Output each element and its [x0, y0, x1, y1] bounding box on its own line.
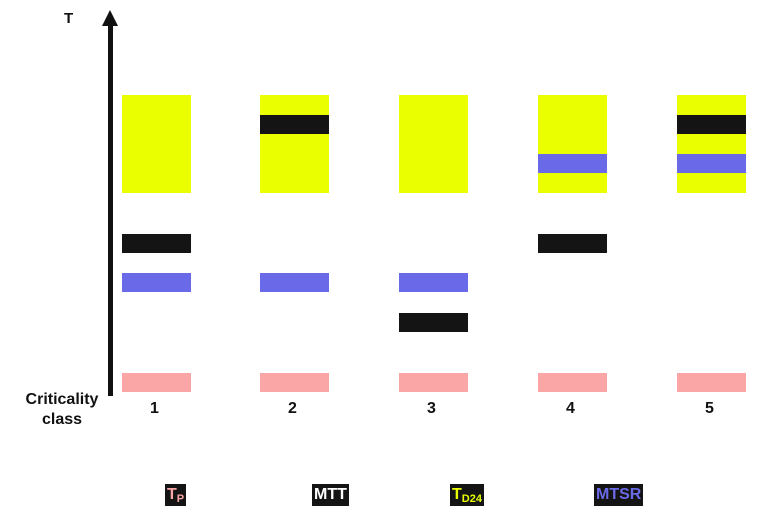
bar-mtt-class-5	[677, 115, 746, 134]
legend-label: MTSR	[596, 486, 642, 503]
bar-mtsr-class-3	[399, 273, 468, 292]
legend-item: TP	[165, 484, 187, 506]
bar-mtt-class-2	[260, 115, 329, 134]
legend-subscript: P	[176, 493, 185, 505]
y-axis-label: T	[64, 10, 74, 27]
bar-td24-class-4	[538, 95, 607, 193]
class-label-4: 4	[566, 400, 575, 417]
bar-mtsr-class-4	[538, 154, 607, 173]
legend-item: TD24	[450, 484, 484, 506]
bar-tp-class-4	[538, 373, 607, 392]
legend-subscript: D24	[461, 493, 482, 505]
legend-label: MTT	[314, 486, 347, 503]
bar-td24-class-2	[260, 95, 329, 193]
legend-item: MTSR	[594, 484, 644, 506]
legend-item: MTT	[312, 484, 349, 506]
bar-tp-class-1	[122, 373, 191, 392]
bar-td24-class-1	[122, 95, 191, 193]
bar-tp-class-3	[399, 373, 468, 392]
bar-mtt-class-1	[122, 234, 191, 253]
bar-td24-class-3	[399, 95, 468, 193]
y-axis-line	[108, 22, 113, 396]
bar-tp-class-2	[260, 373, 329, 392]
bar-mtt-class-3	[399, 313, 468, 332]
x-axis-label: Criticality class	[25, 391, 99, 428]
class-label-2: 2	[288, 400, 297, 417]
legend-label: T	[452, 486, 462, 503]
bar-tp-class-5	[677, 373, 746, 392]
y-axis-arrowhead	[102, 10, 118, 26]
bar-mtt-class-4	[538, 234, 607, 253]
class-label-5: 5	[705, 400, 714, 417]
class-label-3: 3	[427, 400, 436, 417]
bar-mtsr-class-2	[260, 273, 329, 292]
class-label-1: 1	[150, 400, 159, 417]
bar-td24-class-5	[677, 95, 746, 193]
legend-label: T	[167, 486, 177, 503]
bar-mtsr-class-1	[122, 273, 191, 292]
bar-mtsr-class-5	[677, 154, 746, 173]
